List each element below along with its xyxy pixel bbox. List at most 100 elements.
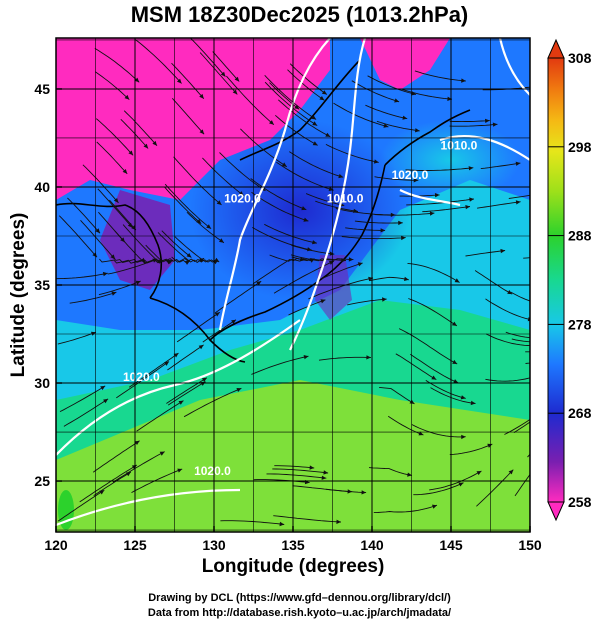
streamline (57, 331, 97, 345)
isobar-1020-south (56, 319, 301, 456)
streamline-arrow (468, 166, 474, 171)
streamline-arrow (485, 118, 490, 123)
streamline (145, 244, 191, 264)
streamline (425, 380, 466, 399)
streamline-arrow (460, 395, 466, 400)
colorbar-tick-label: 278 (568, 316, 592, 332)
streamline-arrow (100, 385, 106, 391)
streamline (176, 311, 221, 343)
streamline (116, 361, 170, 399)
streamline (166, 377, 208, 404)
isobar-1020-north (218, 38, 331, 331)
streamline-arrow (167, 260, 173, 264)
streamline-arrow (407, 472, 412, 477)
streamline-arrow (236, 388, 242, 392)
streamline (264, 74, 317, 120)
streamline (251, 191, 309, 222)
streamline (123, 110, 158, 147)
streamline-arrow (232, 89, 238, 95)
streamline (57, 489, 105, 522)
y-tick-label: 25 (34, 473, 50, 489)
streamline-arrow (134, 77, 140, 83)
streamline-arrow (199, 93, 204, 99)
y-tick-label: 40 (34, 179, 50, 195)
streamline (277, 99, 331, 138)
streamline-arrow (382, 297, 387, 302)
streamline (219, 152, 266, 192)
streamline (109, 199, 137, 231)
streamline (395, 353, 437, 380)
streamline (429, 470, 482, 491)
streamline (98, 280, 141, 296)
streamline-arrow (312, 240, 317, 245)
isobar-label: 1020.0 (194, 464, 231, 478)
streamline-arrow (199, 258, 205, 263)
streamline-arrow (198, 344, 204, 350)
streamline (199, 52, 238, 95)
streamline (253, 479, 310, 484)
colorbar-tick-label: 288 (568, 228, 592, 244)
streamline (96, 118, 134, 156)
streamline-arrow (164, 361, 169, 366)
streamline (202, 319, 237, 343)
streamline (405, 167, 474, 171)
streamline-arrow (380, 228, 386, 233)
streamline (164, 186, 202, 225)
y-tick-label: 35 (34, 277, 50, 293)
streamline (202, 157, 244, 196)
x-axis-ticks: 120 125 130 135 140 145 150 (44, 526, 542, 553)
streamline (186, 211, 225, 244)
streamline-arrow (312, 141, 318, 146)
streamline (96, 141, 128, 175)
streamline (99, 258, 146, 264)
streamline-arrow (401, 235, 406, 241)
streamline-arrow (320, 299, 326, 304)
streamline-arrow (418, 431, 424, 436)
streamline-arrow (140, 257, 146, 263)
streamline-arrow (336, 519, 341, 524)
streamline (367, 75, 417, 95)
streamline (136, 400, 184, 432)
streamline-arrow (269, 120, 274, 125)
map-title: MSM 18Z30Dec2025 (1013.2hPa) (130, 2, 469, 27)
streamline-arrow (515, 200, 521, 205)
streamline-arrow (319, 96, 325, 101)
streamline-arrow (415, 128, 420, 133)
streamline (368, 467, 412, 476)
streamline-arrow (361, 490, 367, 495)
streamline-arrow (348, 257, 354, 262)
x-tick-label: 150 (518, 537, 542, 553)
streamline (173, 156, 222, 206)
streamline (414, 70, 466, 82)
streamline (373, 504, 438, 514)
colorbar-tick-label: 308 (568, 50, 592, 66)
streamline-arrow (201, 377, 207, 382)
streamline-arrow (321, 475, 327, 480)
x-axis-label: Longitude (degrees) (201, 556, 385, 577)
streamline (387, 415, 424, 436)
streamline (321, 262, 363, 280)
isobar-label: 1020.0 (392, 168, 429, 182)
streamline (67, 197, 101, 234)
y-tick-label: 45 (34, 81, 50, 97)
streamline-arrow (303, 355, 309, 360)
streamline (513, 421, 530, 433)
streamline-arrow (199, 129, 205, 135)
streamline-arrow (402, 115, 408, 120)
isobar-1010-east (439, 135, 530, 161)
streamline (112, 451, 165, 483)
streamline (422, 206, 471, 213)
streamline (266, 473, 327, 479)
streamline-arrow (214, 257, 220, 262)
streamline (63, 398, 109, 427)
streamline-arrow (303, 217, 309, 222)
streamline (326, 488, 367, 494)
streamline-arrow (99, 490, 105, 495)
streamline (94, 48, 140, 83)
y-axis-label: Latitude (degrees) (8, 212, 29, 378)
streamline-arrow (476, 471, 482, 476)
streamline-arrow (216, 200, 222, 205)
streamline-arrow (366, 355, 371, 360)
streamline (400, 88, 453, 100)
streamline (167, 344, 204, 371)
